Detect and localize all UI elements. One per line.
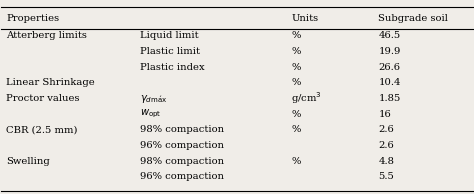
- Text: %: %: [291, 63, 301, 72]
- Text: Properties: Properties: [6, 14, 59, 23]
- Text: Plastic index: Plastic index: [140, 63, 205, 72]
- Text: Subgrade soil: Subgrade soil: [378, 14, 448, 23]
- Text: $\gamma_{d\mathregular{m\acute{a}x}}$: $\gamma_{d\mathregular{m\acute{a}x}}$: [140, 93, 168, 105]
- Text: Plastic limit: Plastic limit: [140, 47, 201, 56]
- Text: Atterberg limits: Atterberg limits: [6, 31, 87, 40]
- Text: Liquid limit: Liquid limit: [140, 31, 199, 40]
- Text: Swelling: Swelling: [6, 157, 50, 166]
- Text: %: %: [291, 125, 301, 134]
- Text: 98% compaction: 98% compaction: [140, 125, 225, 134]
- Text: %: %: [291, 157, 301, 166]
- Text: %: %: [291, 47, 301, 56]
- Text: %: %: [291, 110, 301, 119]
- Text: Linear Shrinkage: Linear Shrinkage: [6, 78, 95, 87]
- Text: 98% compaction: 98% compaction: [140, 157, 225, 166]
- Text: 10.4: 10.4: [378, 78, 401, 87]
- Text: Proctor values: Proctor values: [6, 94, 80, 103]
- Text: 46.5: 46.5: [378, 31, 401, 40]
- Text: g/cm$^{3}$: g/cm$^{3}$: [291, 91, 322, 107]
- Text: 1.85: 1.85: [378, 94, 401, 103]
- Text: $w_{\mathregular{opt}}$: $w_{\mathregular{opt}}$: [140, 108, 162, 120]
- Text: 2.6: 2.6: [378, 141, 394, 150]
- Text: 5.5: 5.5: [378, 172, 394, 181]
- Text: 2.6: 2.6: [378, 125, 394, 134]
- Text: 26.6: 26.6: [378, 63, 401, 72]
- Text: 96% compaction: 96% compaction: [140, 172, 224, 181]
- Text: 19.9: 19.9: [378, 47, 401, 56]
- Text: 4.8: 4.8: [378, 157, 394, 166]
- Text: CBR (2.5 mm): CBR (2.5 mm): [6, 125, 78, 134]
- Text: %: %: [291, 78, 301, 87]
- Text: Units: Units: [291, 14, 319, 23]
- Text: %: %: [291, 31, 301, 40]
- Text: 16: 16: [378, 110, 391, 119]
- Text: 96% compaction: 96% compaction: [140, 141, 224, 150]
